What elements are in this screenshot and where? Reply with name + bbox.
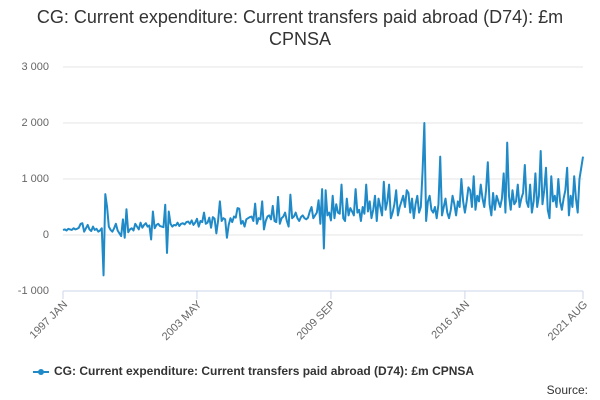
- legend-marker: [38, 369, 44, 375]
- y-tick-label: 0: [43, 229, 49, 241]
- y-tick-label: 2 000: [21, 117, 49, 129]
- chart-title: CG: Current expenditure: Current transfe…: [36, 7, 564, 49]
- x-tick-label: 1997 JAN: [28, 299, 71, 342]
- legend-label: CG: Current expenditure: Current transfe…: [54, 364, 474, 378]
- x-tick-label: 2009 SEP: [295, 299, 339, 343]
- series-line: [62, 122, 584, 277]
- y-tick-label: -1 000: [18, 285, 49, 297]
- x-tick-label: 2003 MAY: [160, 298, 205, 343]
- x-tick-label: 2021 AUG: [546, 299, 590, 343]
- y-tick-label: 3 000: [21, 61, 49, 73]
- source: Source:: [547, 383, 588, 397]
- y-tick-label: 1 000: [21, 173, 49, 185]
- x-tick-label: 2016 JAN: [429, 299, 472, 342]
